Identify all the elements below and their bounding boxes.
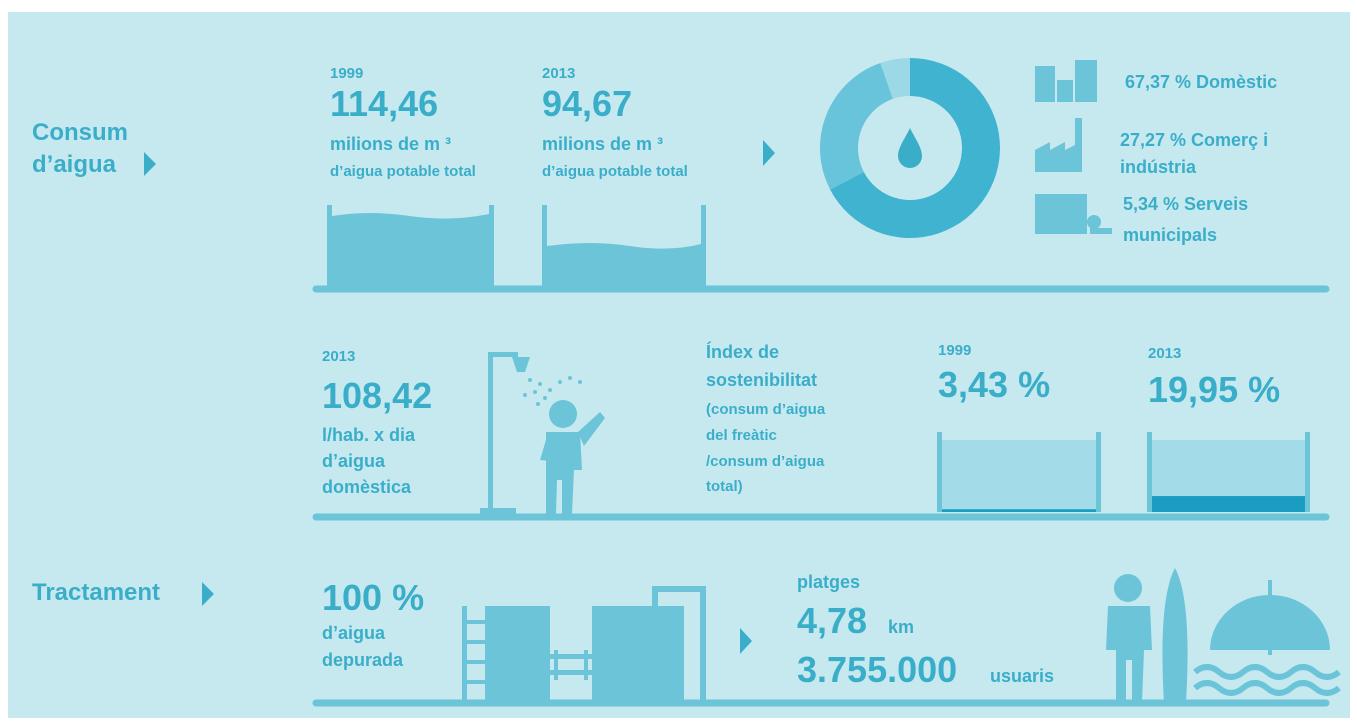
caption: sostenibilitat bbox=[706, 370, 817, 390]
big-number: 3,43 % bbox=[938, 364, 1050, 405]
unit: milions de m ³ bbox=[330, 134, 451, 154]
legend-text: indústria bbox=[1120, 157, 1197, 177]
caption: l/hab. x dia bbox=[322, 425, 416, 445]
section-title: Tractament bbox=[32, 579, 160, 606]
caption: (consum d’aigua bbox=[706, 401, 826, 418]
caption: depurada bbox=[322, 650, 404, 670]
year: 2013 bbox=[1148, 345, 1181, 362]
caption: total) bbox=[706, 478, 743, 495]
legend-text: 67,37 % Domèstic bbox=[1125, 72, 1277, 92]
caption: d’aigua potable total bbox=[330, 163, 476, 180]
tank-wall bbox=[1096, 432, 1101, 512]
caption: platges bbox=[797, 572, 860, 592]
year: 2013 bbox=[322, 348, 355, 365]
groundwater bbox=[1152, 496, 1305, 512]
year: 1999 bbox=[330, 65, 363, 82]
unit: milions de m ³ bbox=[542, 134, 663, 154]
caption: d’aigua bbox=[322, 451, 386, 471]
caption: domèstica bbox=[322, 477, 412, 497]
big-number: 100 % bbox=[322, 577, 424, 618]
big-number: 108,42 bbox=[322, 375, 432, 416]
caption: /consum d’aigua bbox=[706, 453, 825, 470]
section-title: Consum bbox=[32, 119, 128, 146]
big-number: 19,95 % bbox=[1148, 369, 1280, 410]
caption: d’aigua potable total bbox=[542, 163, 688, 180]
year: 1999 bbox=[938, 342, 971, 359]
big-number: 114,46 bbox=[330, 83, 438, 124]
caption: d’aigua bbox=[322, 623, 386, 643]
big-number: 3.755.000 bbox=[797, 649, 957, 690]
section-title: d’aigua bbox=[32, 151, 117, 178]
unit: km bbox=[888, 617, 914, 637]
tank bbox=[327, 205, 494, 289]
tank-wall bbox=[1147, 432, 1152, 512]
legend-text: 5,34 % Serveis bbox=[1123, 194, 1248, 214]
unit: usuaris bbox=[990, 666, 1054, 686]
caption: Índex de bbox=[706, 341, 779, 362]
legend-text: 27,27 % Comerç i bbox=[1120, 130, 1268, 150]
legend-text: municipals bbox=[1123, 225, 1217, 245]
tank-wall bbox=[1305, 432, 1310, 512]
infographic: Consum d’aigua Tractament 1999 114,46 mi… bbox=[0, 0, 1357, 726]
caption: del freàtic bbox=[706, 427, 777, 444]
tank-water bbox=[942, 440, 1096, 512]
big-number: 4,78 bbox=[797, 600, 867, 641]
tank-wall bbox=[937, 432, 942, 512]
groundwater bbox=[942, 509, 1096, 512]
year: 2013 bbox=[542, 65, 575, 82]
big-number: 94,67 bbox=[542, 83, 632, 124]
